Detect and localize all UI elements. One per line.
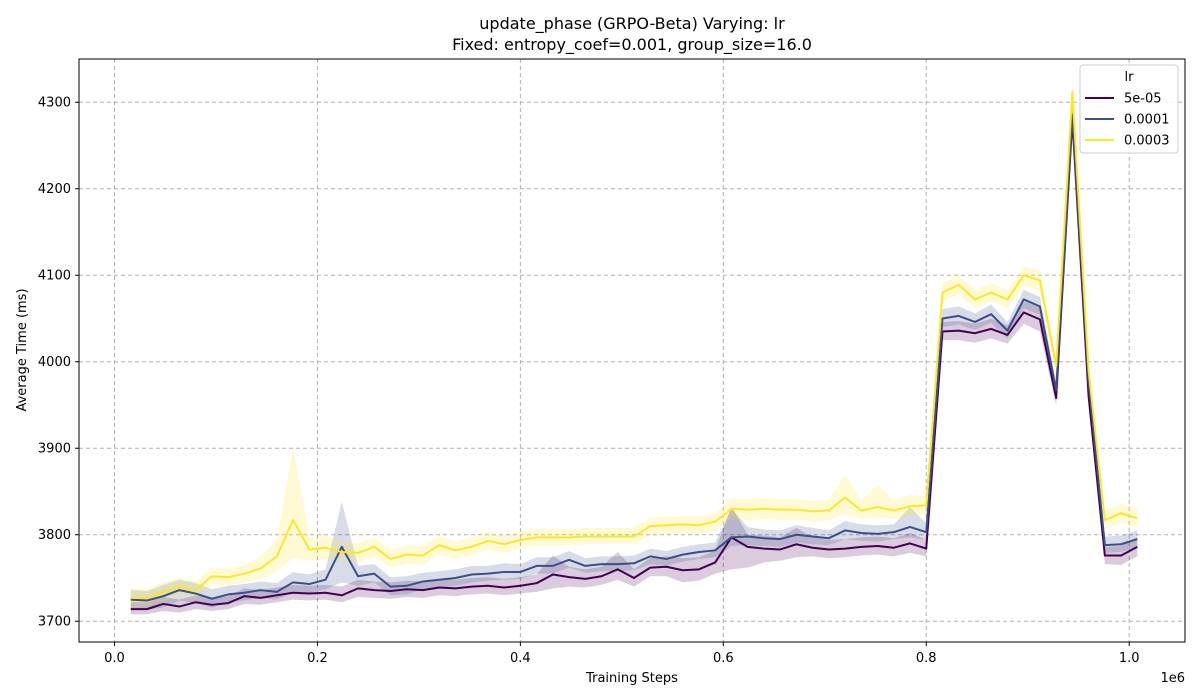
- x-tick-label: 0.0: [104, 651, 125, 666]
- series-line-0.0001: [130, 113, 1138, 602]
- y-tick-label: 4100: [38, 269, 71, 284]
- x-tick-label: 1.0: [1119, 651, 1140, 666]
- chart-title: update_phase (GRPO-Beta) Varying: lr: [479, 14, 785, 34]
- x-axis-ticks: 0.0 0.2 0.4 0.6 0.8 1.0: [104, 642, 1140, 666]
- chart-subtitle: Fixed: entropy_coef=0.001, group_size=16…: [452, 35, 812, 55]
- x-tick-label: 0.2: [307, 651, 328, 666]
- y-axis-label: Average Time (ms): [15, 288, 30, 411]
- legend-title: lr: [1125, 70, 1135, 85]
- legend: lr 5e-05 0.0001 0.0003: [1079, 64, 1179, 154]
- legend-label: 5e-05: [1124, 92, 1162, 107]
- x-axis-offset-label: 1e6: [1160, 671, 1185, 686]
- y-tick-label: 3800: [38, 528, 71, 543]
- y-tick-label: 4000: [38, 355, 71, 370]
- legend-frame: [1079, 64, 1179, 154]
- y-axis-ticks: 3700 3800 3900 4000 4100 4200 4300: [38, 96, 79, 630]
- x-tick-label: 0.8: [916, 651, 937, 666]
- legend-label: 0.0003: [1124, 134, 1170, 149]
- legend-entries: 5e-05 0.0001 0.0003: [1085, 92, 1170, 149]
- y-tick-label: 3900: [38, 442, 71, 457]
- y-tick-label: 3700: [38, 615, 71, 630]
- y-tick-label: 4200: [38, 182, 71, 197]
- plot-area-frame: [78, 58, 1186, 643]
- series-line-5e-05: [130, 118, 1138, 611]
- series-line-0.0003: [130, 90, 1138, 599]
- legend-label: 0.0001: [1124, 113, 1170, 128]
- x-tick-label: 0.6: [713, 651, 734, 666]
- x-axis-label: Training Steps: [585, 671, 678, 686]
- y-tick-label: 4300: [38, 96, 71, 111]
- series-lines: [130, 90, 1138, 611]
- x-tick-label: 0.4: [510, 651, 531, 666]
